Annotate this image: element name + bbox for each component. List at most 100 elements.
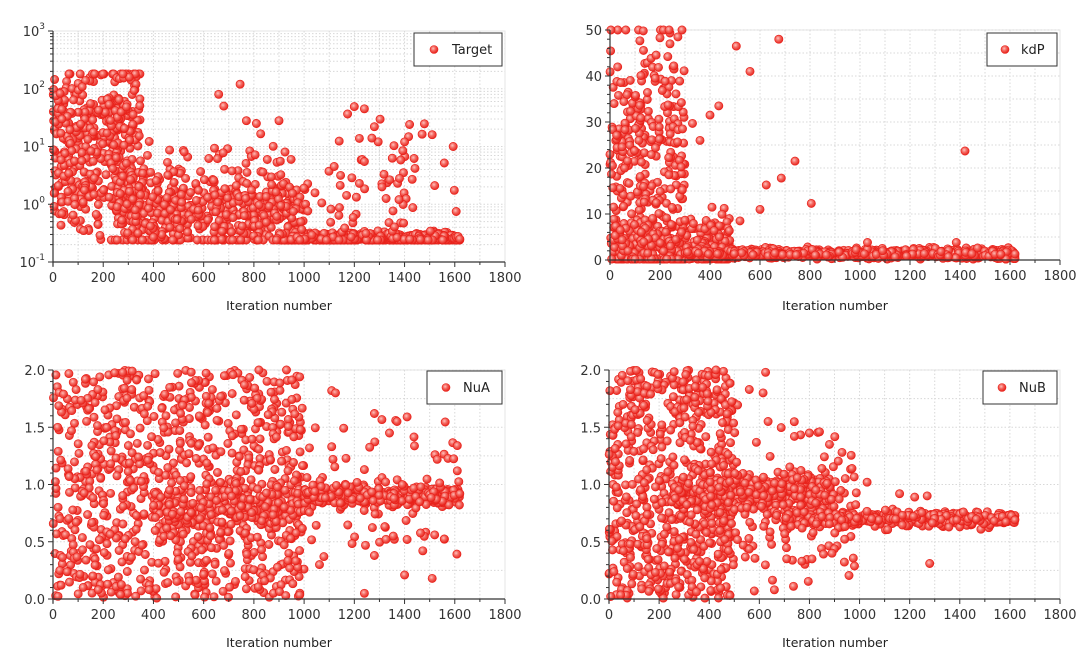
data-point: [626, 191, 636, 201]
data-point: [125, 458, 134, 468]
data-point: [354, 133, 364, 143]
data-point: [253, 418, 263, 428]
data-point: [321, 235, 331, 245]
data-point: [659, 246, 668, 256]
data-point: [664, 170, 674, 180]
data-point: [241, 193, 251, 203]
data-point: [203, 408, 213, 418]
data-point: [662, 254, 672, 264]
data-point: [237, 221, 247, 231]
data-point: [56, 455, 66, 465]
data-point: [127, 552, 136, 562]
data-point: [347, 173, 357, 183]
data-point: [295, 425, 305, 434]
data-point: [64, 168, 74, 178]
data-point: [295, 235, 305, 245]
data-point: [57, 104, 67, 114]
data-point: [217, 517, 227, 527]
data-point: [216, 477, 226, 487]
data-point: [204, 154, 214, 163]
data-point: [95, 230, 105, 240]
data-point: [651, 198, 661, 208]
data-point: [63, 187, 73, 196]
data-point: [276, 201, 286, 211]
data-point: [346, 232, 356, 242]
data-point: [173, 555, 183, 564]
data-point: [286, 154, 296, 164]
data-point: [276, 170, 286, 180]
data-point: [201, 368, 211, 378]
data-point: [209, 235, 219, 245]
data-point: [104, 192, 114, 202]
data-point: [122, 199, 132, 209]
data-point: [297, 403, 307, 413]
data-point: [144, 585, 154, 595]
data-point: [81, 555, 91, 565]
data-point: [58, 552, 67, 562]
data-point: [53, 181, 63, 191]
data-point: [68, 505, 78, 515]
data-point: [167, 478, 177, 488]
data-point: [650, 73, 660, 83]
data-point: [639, 197, 649, 207]
data-point: [283, 422, 293, 431]
data-point: [620, 125, 630, 135]
data-point: [439, 158, 449, 168]
data-point: [144, 137, 154, 146]
data-point: [284, 548, 294, 558]
data-point: [188, 498, 198, 508]
data-point: [254, 444, 264, 454]
data-point: [156, 492, 166, 502]
data-point: [123, 467, 133, 476]
data-point: [619, 97, 629, 107]
data-point: [307, 230, 317, 240]
data-point: [635, 100, 645, 110]
data-point: [147, 432, 157, 442]
data-point: [289, 476, 299, 486]
data-point: [137, 540, 147, 550]
data-point: [607, 254, 617, 264]
data-point: [448, 142, 458, 151]
data-point: [136, 156, 145, 166]
data-point: [405, 120, 415, 129]
data-point: [210, 559, 220, 569]
data-point: [283, 466, 293, 476]
data-point: [143, 150, 152, 160]
legend: Target: [413, 32, 503, 67]
data-point: [252, 532, 262, 542]
data-point: [634, 205, 644, 215]
data-point: [262, 155, 272, 164]
data-point: [778, 250, 787, 260]
data-point: [92, 465, 102, 475]
data-point: [228, 213, 238, 223]
data-point: [665, 241, 675, 251]
data-point: [86, 146, 96, 156]
data-point: [275, 378, 285, 388]
data-point: [226, 506, 236, 516]
y-tick-label: 50: [585, 24, 602, 39]
data-point: [88, 571, 98, 581]
data-point: [194, 185, 203, 195]
data-point: [80, 374, 90, 384]
data-point: [83, 510, 93, 520]
chart-target: Iteration number 0 200 400 600 800 1000 1200 14…: [19, 22, 521, 313]
data-point: [165, 485, 175, 495]
data-point: [724, 226, 734, 236]
data-point: [56, 155, 66, 165]
x-tick-label: 1200: [338, 271, 371, 286]
data-point: [400, 137, 410, 147]
data-point: [183, 227, 193, 237]
data-point: [709, 226, 719, 236]
data-point: [253, 235, 263, 245]
data-point: [673, 137, 683, 147]
data-point: [264, 201, 274, 211]
data-point: [120, 123, 129, 133]
data-point: [951, 238, 961, 247]
data-point: [625, 75, 635, 85]
data-point: [119, 140, 129, 150]
data-point: [388, 206, 398, 216]
data-point: [242, 549, 252, 559]
data-point: [89, 173, 99, 183]
data-point: [76, 119, 86, 129]
data-point: [239, 395, 249, 405]
